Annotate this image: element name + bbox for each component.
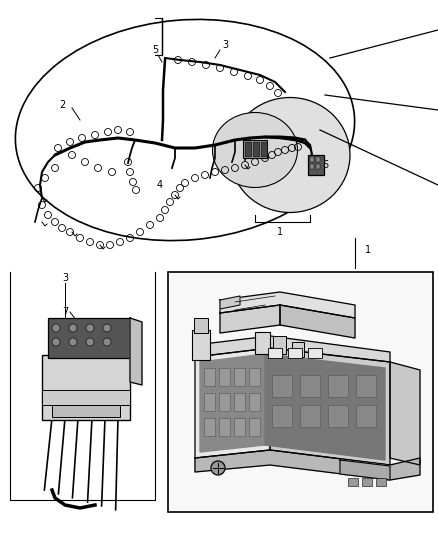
Polygon shape xyxy=(220,292,355,318)
Polygon shape xyxy=(220,296,240,309)
Bar xyxy=(328,375,348,397)
Circle shape xyxy=(69,324,77,332)
Text: 16: 16 xyxy=(410,385,422,395)
Bar xyxy=(204,368,215,386)
Bar xyxy=(204,418,215,436)
Bar xyxy=(316,157,320,162)
Bar xyxy=(219,393,230,411)
Bar xyxy=(234,393,245,411)
Text: 9: 9 xyxy=(397,290,403,300)
Polygon shape xyxy=(195,450,420,480)
Polygon shape xyxy=(200,354,265,452)
Text: 6: 6 xyxy=(322,160,328,170)
Text: 14: 14 xyxy=(410,360,422,370)
Text: 13: 13 xyxy=(410,347,422,357)
Circle shape xyxy=(103,324,111,332)
Circle shape xyxy=(69,338,77,346)
Polygon shape xyxy=(130,318,142,385)
Text: 18: 18 xyxy=(192,475,204,485)
Bar xyxy=(273,336,286,354)
Text: 1: 1 xyxy=(277,227,283,237)
Polygon shape xyxy=(220,305,280,333)
Bar xyxy=(376,478,386,486)
Text: 3: 3 xyxy=(222,40,228,50)
Bar xyxy=(308,348,322,358)
Bar xyxy=(300,375,320,397)
Text: 12: 12 xyxy=(410,333,422,343)
Bar xyxy=(362,478,372,486)
Bar xyxy=(219,418,230,436)
Bar xyxy=(192,330,210,360)
Bar xyxy=(234,418,245,436)
Bar xyxy=(348,478,358,486)
Text: 8: 8 xyxy=(425,410,431,420)
Circle shape xyxy=(52,338,60,346)
Bar xyxy=(356,405,376,427)
Polygon shape xyxy=(265,354,385,460)
Bar xyxy=(310,157,314,162)
Bar xyxy=(255,332,270,354)
Text: 5: 5 xyxy=(152,45,158,55)
Bar xyxy=(328,405,348,427)
Bar xyxy=(272,375,292,397)
Polygon shape xyxy=(195,336,390,362)
Bar xyxy=(219,368,230,386)
Circle shape xyxy=(52,324,60,332)
Polygon shape xyxy=(390,362,420,465)
Bar xyxy=(243,140,267,158)
Polygon shape xyxy=(280,305,355,338)
Text: 3: 3 xyxy=(62,273,68,283)
Text: 11: 11 xyxy=(242,323,254,333)
Bar xyxy=(249,368,260,386)
Bar xyxy=(245,142,251,156)
Bar xyxy=(52,405,120,417)
Polygon shape xyxy=(270,348,390,465)
Bar xyxy=(42,390,130,405)
Text: 1: 1 xyxy=(365,245,371,255)
Bar xyxy=(288,348,302,358)
Ellipse shape xyxy=(212,112,297,188)
Circle shape xyxy=(86,324,94,332)
Bar xyxy=(204,393,215,411)
Bar xyxy=(42,355,130,420)
Ellipse shape xyxy=(230,98,350,213)
Bar xyxy=(268,348,282,358)
Bar xyxy=(249,418,260,436)
Circle shape xyxy=(103,338,111,346)
Bar xyxy=(194,318,208,333)
Circle shape xyxy=(86,338,94,346)
Bar xyxy=(356,375,376,397)
Text: 10: 10 xyxy=(173,320,185,330)
Bar xyxy=(308,155,324,175)
Bar xyxy=(310,164,314,169)
Polygon shape xyxy=(195,348,270,458)
Text: 15: 15 xyxy=(410,373,422,383)
Text: 17: 17 xyxy=(410,397,422,407)
Text: 2: 2 xyxy=(59,100,65,110)
Text: 7: 7 xyxy=(62,307,68,317)
Bar xyxy=(249,393,260,411)
Bar xyxy=(234,368,245,386)
Polygon shape xyxy=(340,460,390,480)
Bar xyxy=(292,342,304,357)
Bar xyxy=(272,405,292,427)
Bar xyxy=(261,142,267,156)
Bar xyxy=(300,405,320,427)
Bar xyxy=(48,318,130,358)
Text: 4: 4 xyxy=(157,180,163,190)
Bar xyxy=(316,164,320,169)
Bar xyxy=(168,272,433,512)
Circle shape xyxy=(211,461,225,475)
Bar xyxy=(253,142,259,156)
